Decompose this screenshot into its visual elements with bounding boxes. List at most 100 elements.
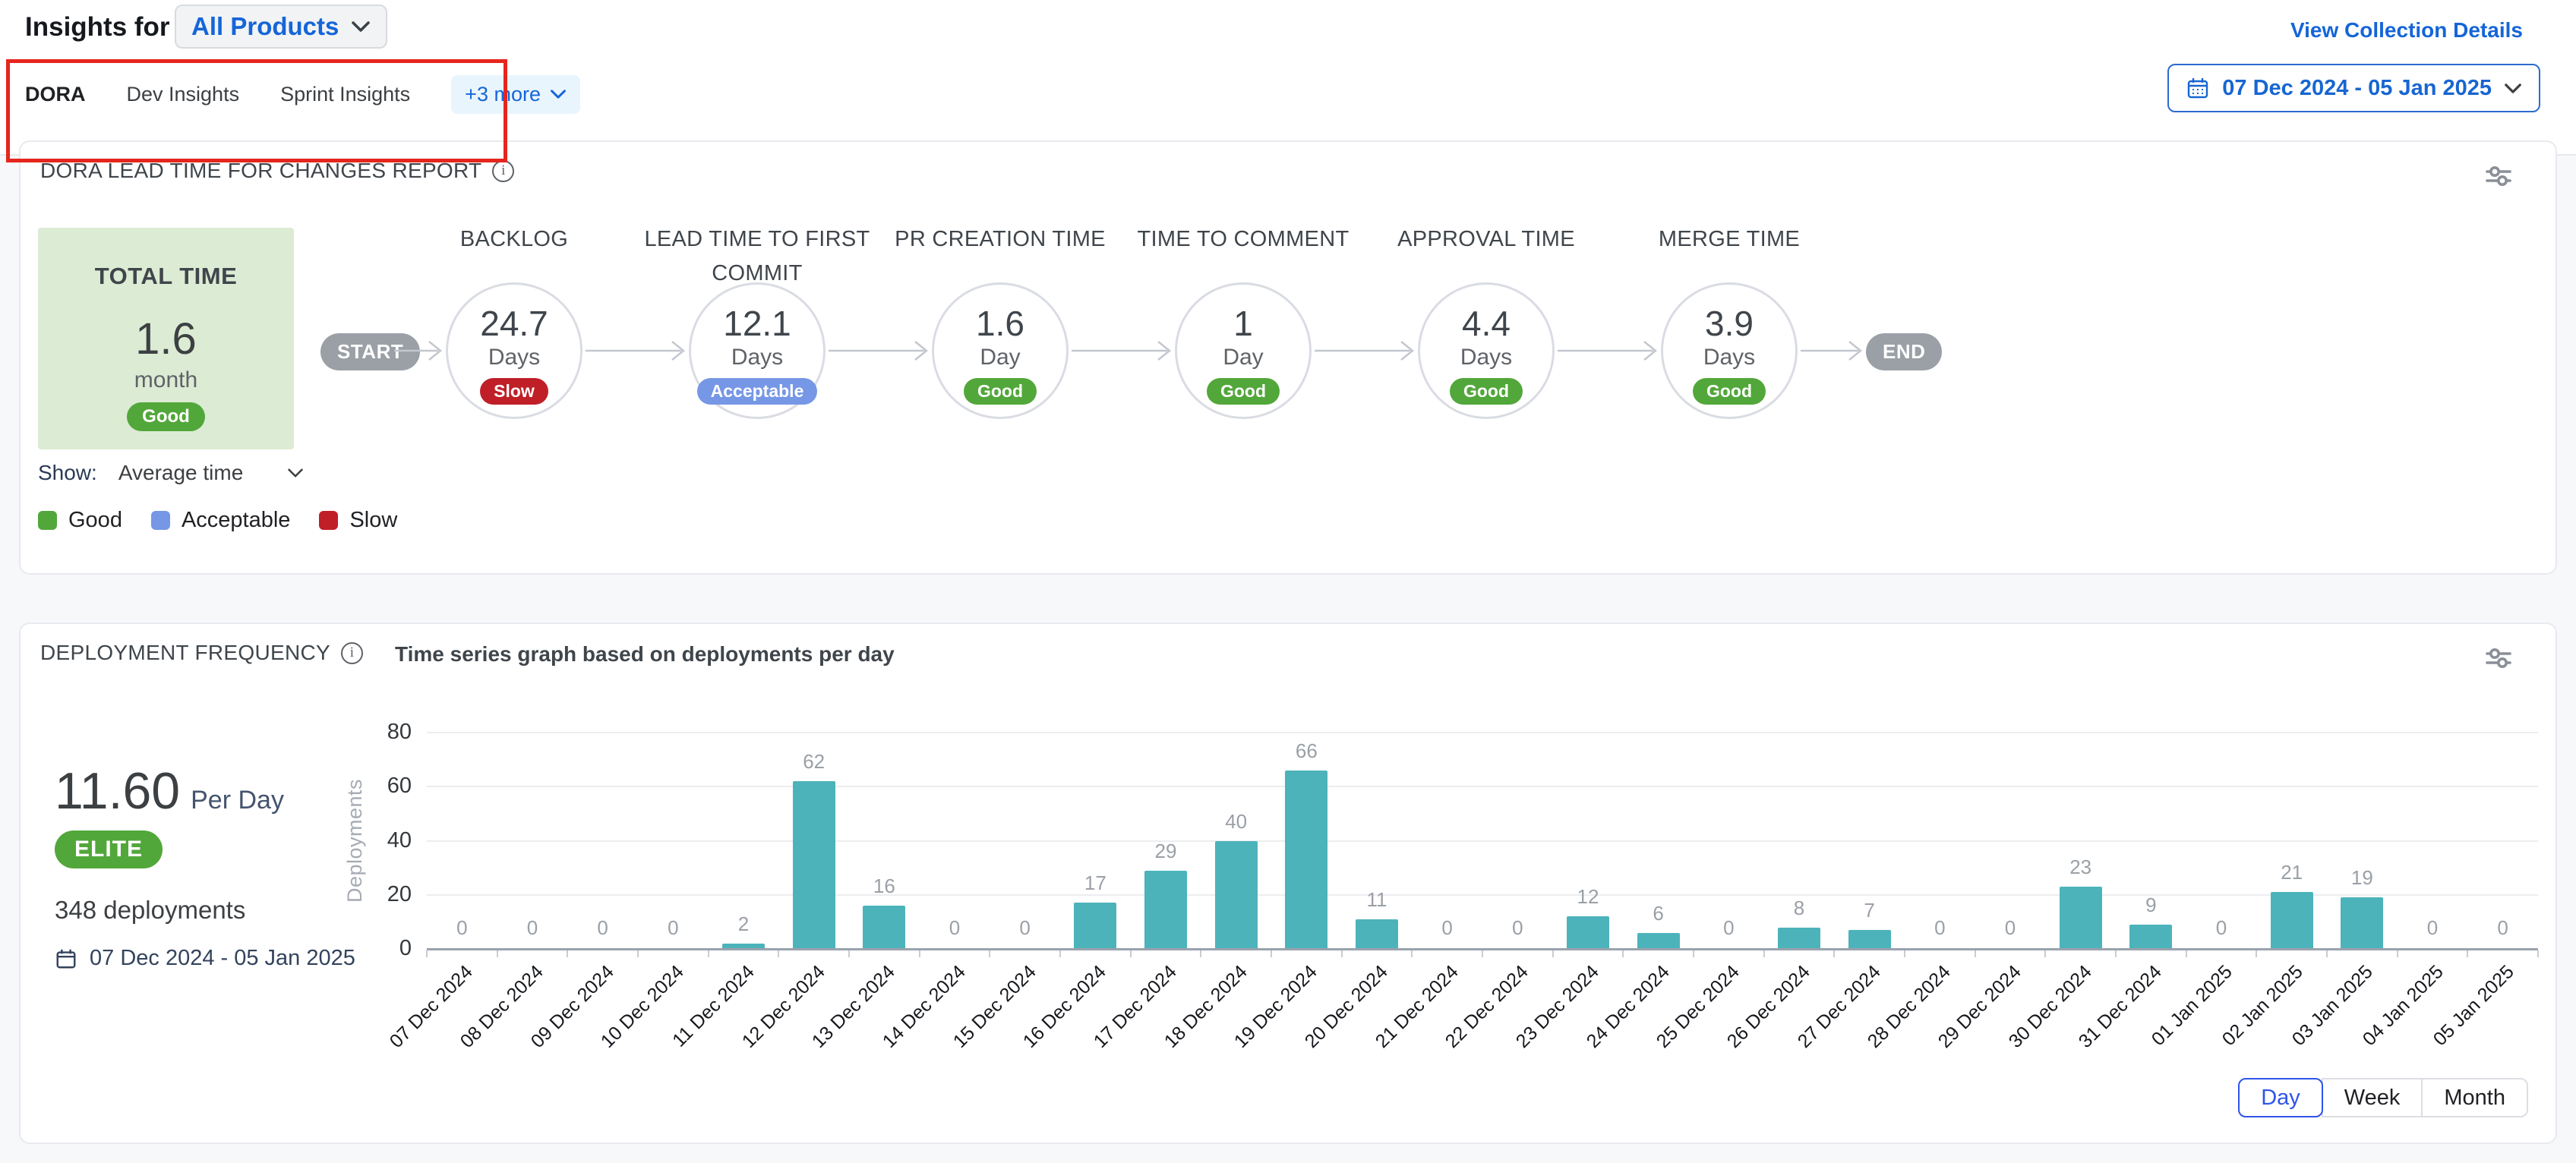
- chart-bar[interactable]: [792, 781, 835, 949]
- chart-bar[interactable]: [2270, 892, 2313, 949]
- info-icon[interactable]: i: [492, 159, 515, 182]
- granularity-month[interactable]: Month: [2421, 1078, 2528, 1117]
- chart-bar[interactable]: [863, 906, 906, 949]
- stage-circle-pr-creation-time[interactable]: 1.6 Day Good: [932, 282, 1069, 419]
- lead-time-flow: START BACKLOG 24.7 Days Slow LEAD TIME TO FIR…: [21, 142, 2555, 573]
- chart-bar[interactable]: [2341, 897, 2384, 949]
- stage-value: 24.7: [480, 304, 548, 343]
- tier-badge: ELITE: [55, 830, 163, 868]
- more-tabs-label: +3 more: [465, 82, 541, 106]
- gridline-0: [427, 948, 2538, 950]
- stage-label-pr-creation-time: PR CREATION TIME: [895, 227, 1106, 251]
- lead-time-card: DORA LEAD TIME FOR CHANGES REPORT i TOTA…: [19, 140, 2557, 575]
- stage-circle-approval-time[interactable]: 4.4 Days Good: [1418, 282, 1555, 419]
- show-dropdown[interactable]: Average time: [118, 461, 304, 485]
- chart-bar-slot: 0: [990, 733, 1060, 949]
- chart-settings-icon[interactable]: [2481, 642, 2516, 676]
- chart-bar[interactable]: [1285, 770, 1328, 949]
- stage-circle-merge-time[interactable]: 3.9 Days Good: [1661, 282, 1798, 419]
- deployment-rate-unit: Per Day: [191, 786, 284, 815]
- chart-bar[interactable]: [721, 943, 765, 949]
- x-axis-tick: [2115, 950, 2117, 957]
- chart-bar[interactable]: [1566, 916, 1609, 949]
- chevron-down-icon: [551, 90, 566, 99]
- info-icon[interactable]: i: [341, 641, 363, 664]
- x-axis-tick: [1200, 950, 1202, 957]
- chart-bar-slot: 0: [567, 733, 638, 949]
- bar-value-label: 8: [1793, 896, 1805, 919]
- x-axis-tick: [2396, 950, 2398, 957]
- y-tick-label: 80: [387, 720, 412, 744]
- granularity-week[interactable]: Week: [2321, 1078, 2423, 1117]
- view-collection-details-link[interactable]: View Collection Details: [2290, 18, 2523, 42]
- flow-arrow: [1801, 337, 1863, 368]
- date-range-picker[interactable]: 07 Dec 2024 - 05 Jan 2025: [2167, 64, 2540, 112]
- legend-item-slow: Slow: [319, 508, 397, 533]
- x-axis-tick: [1833, 950, 1836, 957]
- stage-label-time-to-comment: TIME TO COMMENT: [1137, 227, 1350, 251]
- bar-value-label: 0: [1441, 916, 1453, 939]
- chart-settings-icon[interactable]: [2481, 160, 2516, 194]
- more-tabs-button[interactable]: +3 more: [451, 74, 580, 114]
- stage-unit: Days: [488, 345, 541, 370]
- chart-bar[interactable]: [1355, 919, 1398, 949]
- legend-swatch-slow: [319, 511, 339, 530]
- tab-dev-insights[interactable]: Dev Insights: [126, 82, 240, 106]
- end-pill: END: [1866, 333, 1943, 370]
- bar-value-label: 0: [949, 916, 961, 939]
- gridline-80: [427, 732, 2538, 733]
- chart-bar[interactable]: [1144, 870, 1187, 949]
- chart-bar[interactable]: [1637, 932, 1680, 949]
- chart-bar-slot: 0: [2186, 733, 2257, 949]
- chart-bar-slot: 17: [1060, 733, 1131, 949]
- x-axis-tick: [567, 950, 569, 957]
- calendar-icon: [2188, 78, 2208, 99]
- bar-value-label: 11: [1366, 887, 1387, 911]
- stage-value: 4.4: [1462, 304, 1511, 343]
- stage-status-badge: Acceptable: [696, 378, 818, 405]
- tab-dora[interactable]: DORA: [21, 82, 90, 153]
- chart-bar-slot: 19: [2327, 733, 2398, 949]
- x-axis-tick: [1129, 950, 1132, 957]
- chart-bar-slot: 0: [1694, 733, 1764, 949]
- chart-bar[interactable]: [1074, 903, 1117, 949]
- product-selector[interactable]: All Products: [175, 5, 388, 49]
- chart-bar-slot: 12: [1553, 733, 1624, 949]
- granularity-day[interactable]: Day: [2238, 1078, 2323, 1117]
- chart-bar[interactable]: [2059, 887, 2102, 949]
- stage-circle-lead-time-to-first-commit[interactable]: 12.1 Days Acceptable: [689, 282, 826, 419]
- stage-unit: Day: [980, 345, 1021, 370]
- chart-bar-slot: 16: [849, 733, 920, 949]
- total-time-value: 1.6: [135, 314, 197, 364]
- chart-bar-slot: 0: [1412, 733, 1482, 949]
- x-axis-tick: [1974, 950, 1976, 957]
- flow-arrow: [1315, 337, 1415, 368]
- flow-arrow: [1558, 337, 1658, 368]
- legend-item-good: Good: [38, 508, 122, 533]
- deployments-count: 348 deployments: [55, 896, 246, 924]
- stage-circle-backlog[interactable]: 24.7 Days Slow: [446, 282, 582, 419]
- granularity-toggle: Day Week Month: [2238, 1078, 2528, 1117]
- tab-sprint-insights[interactable]: Sprint Insights: [280, 82, 411, 106]
- x-axis-tick: [426, 950, 428, 957]
- chart-bar[interactable]: [2129, 924, 2173, 949]
- y-tick-label: 40: [387, 827, 412, 853]
- bar-value-label: 29: [1154, 839, 1177, 862]
- chart-bar-slot: 0: [427, 733, 497, 949]
- x-axis-tick: [778, 950, 780, 957]
- bar-value-label: 6: [1653, 901, 1664, 925]
- chart-bar[interactable]: [1777, 927, 1820, 949]
- sliders-icon: [2486, 648, 2511, 668]
- legend-item-acceptable: Acceptable: [150, 508, 290, 533]
- bar-value-label: 9: [2145, 893, 2157, 916]
- bar-value-label: 0: [597, 916, 608, 939]
- stage-status-badge: Good: [1206, 378, 1280, 405]
- chart-bar[interactable]: [1214, 840, 1258, 949]
- legend-swatch-good: [38, 511, 57, 530]
- stage-circle-time-to-comment[interactable]: 1 Day Good: [1175, 282, 1312, 419]
- chart-bar[interactable]: [1848, 930, 1891, 949]
- chart-bar-slot: 0: [2467, 733, 2538, 949]
- y-tick-label: 20: [387, 881, 412, 906]
- flow-arrow: [394, 337, 443, 368]
- x-axis-tick: [1411, 950, 1413, 957]
